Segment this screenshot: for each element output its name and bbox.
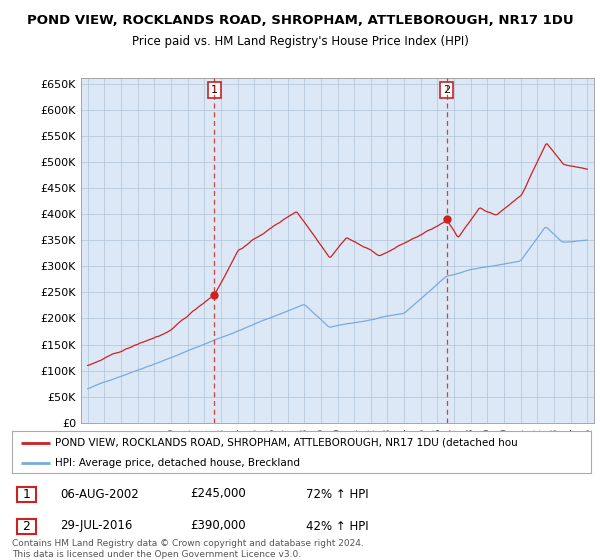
Text: Contains HM Land Registry data © Crown copyright and database right 2024.
This d: Contains HM Land Registry data © Crown c…	[12, 539, 364, 559]
Text: £245,000: £245,000	[191, 488, 246, 501]
Text: Price paid vs. HM Land Registry's House Price Index (HPI): Price paid vs. HM Land Registry's House …	[131, 35, 469, 48]
Text: £390,000: £390,000	[191, 520, 246, 533]
Text: 1: 1	[211, 85, 218, 95]
Text: 42% ↑ HPI: 42% ↑ HPI	[307, 520, 369, 533]
Text: 2: 2	[443, 85, 450, 95]
Text: POND VIEW, ROCKLANDS ROAD, SHROPHAM, ATTLEBOROUGH, NR17 1DU (detached hou: POND VIEW, ROCKLANDS ROAD, SHROPHAM, ATT…	[55, 438, 518, 448]
Text: 29-JUL-2016: 29-JUL-2016	[60, 520, 133, 533]
Text: 06-AUG-2002: 06-AUG-2002	[60, 488, 139, 501]
Text: 72% ↑ HPI: 72% ↑ HPI	[307, 488, 369, 501]
Text: POND VIEW, ROCKLANDS ROAD, SHROPHAM, ATTLEBOROUGH, NR17 1DU: POND VIEW, ROCKLANDS ROAD, SHROPHAM, ATT…	[26, 14, 574, 27]
FancyBboxPatch shape	[17, 519, 35, 534]
Text: HPI: Average price, detached house, Breckland: HPI: Average price, detached house, Brec…	[55, 458, 301, 468]
Text: 1: 1	[23, 488, 31, 501]
FancyBboxPatch shape	[17, 487, 35, 502]
Text: 2: 2	[23, 520, 31, 533]
